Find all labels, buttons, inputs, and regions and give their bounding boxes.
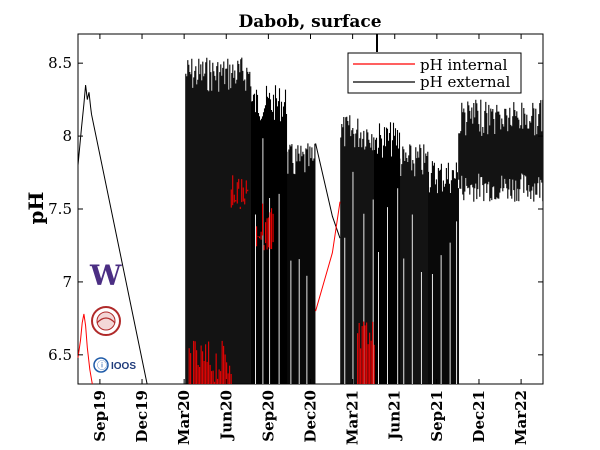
legend-label-external: pH external [420,73,510,91]
series-line-ph-external [77,84,148,385]
ioos-symbol: ⓘ [97,360,107,372]
series-line-ph-internal [77,313,93,385]
series-line-ph-internal [315,201,341,312]
ioos-label: IOOS [111,361,136,372]
y-axis: 6.5 7 7.5 8 8.5 [48,54,543,364]
legend-box [347,52,522,94]
x-tick-label: Mar21 [344,390,362,445]
y-tick-label: 7.5 [48,200,72,218]
series-layer [77,84,341,385]
noaa-logo [91,306,121,336]
x-tick-label: Mar20 [175,390,193,445]
x-tick-label: Dec21 [470,390,488,443]
x-tick-label: Mar22 [512,390,530,445]
y-axis-label: pH [24,192,48,225]
x-tick-label: Jun21 [386,390,404,442]
x-tick-label: Sep21 [428,390,446,442]
y-tick-label: 7 [62,273,72,291]
external-dense-bands [185,57,544,384]
x-tick-label: Sep20 [259,390,277,442]
y-tick-label: 6.5 [48,346,72,364]
x-tick-label: Dec20 [302,390,320,443]
x-tick-label: Sep19 [91,390,109,442]
x-tick-label: Jun20 [217,390,235,442]
x-axis: Sep19 Dec19 Mar20 Jun20 Sep20 Dec20 Mar21 Jun21… [91,34,530,445]
y-tick-label: 8 [62,127,72,145]
legend-label-internal: pH internal [420,56,508,74]
y-tick-label: 8.5 [48,54,72,72]
chart-title: Dabob, surface [238,12,381,32]
ioos-logo: ⓘ IOOS [93,357,136,373]
x-tick-label: Dec19 [133,390,151,443]
internal-dense-bands [188,175,375,384]
legend: pH internal pH external [347,52,522,94]
logos: W ⓘ IOOS [89,259,136,373]
uw-logo: W [89,259,122,292]
series-line-ph-external [315,143,341,239]
